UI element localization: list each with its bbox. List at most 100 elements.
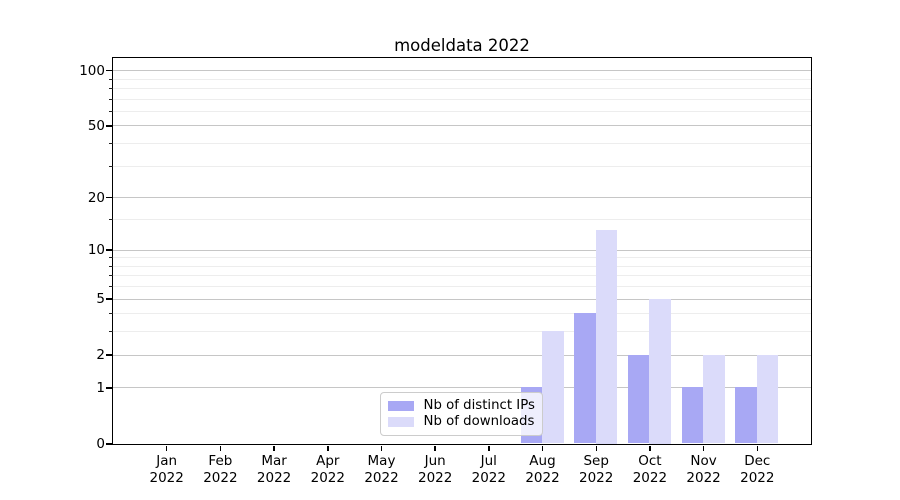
y-minor-tick-mark [109, 331, 113, 333]
x-tick-month: Dec [744, 453, 771, 469]
major-gridline [112, 354, 811, 356]
y-minor-tick-mark [109, 257, 113, 259]
x-tick-year: 2022 [256, 469, 292, 486]
x-tick-label: Dec 2022 [740, 453, 774, 486]
x-tick-label: Apr 2022 [311, 453, 345, 486]
x-tick-mark [756, 445, 759, 451]
minor-gridline [112, 143, 811, 144]
y-minor-tick-mark [109, 110, 113, 112]
x-tick-mark [327, 445, 329, 451]
x-tick-month: Mar [261, 453, 287, 469]
y-tick-label: 10 [87, 242, 105, 258]
major-gridline [112, 197, 811, 199]
minor-gridline [112, 165, 811, 167]
y-minor-tick-mark [109, 78, 113, 80]
minor-gridline [112, 265, 811, 267]
y-tick-label: 100 [79, 62, 105, 79]
y-tick-mark [106, 298, 113, 300]
major-gridline [112, 249, 811, 251]
bar-nb-of-downloads-dec [756, 354, 779, 444]
x-tick-year: 2022 [149, 469, 184, 486]
major-gridline [112, 387, 811, 389]
y-tick-label: 2 [96, 347, 105, 364]
x-tick-month: Aug [529, 453, 556, 469]
x-tick-month: Nov [690, 453, 717, 469]
major-gridline [112, 125, 811, 127]
minor-gridline [112, 87, 811, 89]
y-tick-label: 1 [96, 379, 105, 396]
x-tick-year: 2022 [471, 469, 506, 486]
bar-nb-of-distinct-ips-oct [627, 354, 650, 444]
y-minor-tick-mark [109, 275, 113, 277]
x-tick-month: May [367, 453, 396, 469]
x-tick-mark [595, 445, 597, 451]
minor-gridline [112, 219, 811, 221]
y-tick-label: 0 [96, 436, 105, 452]
x-tick-month: Jul [480, 453, 497, 469]
bar-nb-of-distinct-ips-sep [574, 313, 596, 444]
legend: Nb of distinct IPs Nb of downloads [379, 391, 543, 436]
x-tick-mark [273, 445, 275, 451]
minor-gridline [112, 286, 811, 288]
x-tick-month: Jan [156, 453, 178, 469]
y-tick-mark [106, 443, 113, 445]
x-tick-mark [380, 445, 383, 451]
x-tick-mark [165, 445, 168, 451]
x-tick-month: Sep [583, 453, 609, 469]
legend-label: Nb of downloads [423, 414, 535, 429]
x-tick-mark [702, 445, 705, 451]
y-tick-label: 20 [87, 189, 105, 206]
bar-nb-of-downloads-aug [542, 331, 564, 444]
legend-label: Nb of distinct IPs [423, 398, 535, 413]
y-tick-mark [106, 69, 113, 72]
y-minor-tick-mark [109, 87, 113, 89]
x-tick-label: Feb 2022 [203, 453, 237, 486]
x-tick-year: 2022 [740, 469, 775, 486]
minor-gridline [112, 110, 811, 112]
y-tick-label: 5 [96, 291, 105, 307]
minor-gridline [112, 313, 811, 315]
bar-nb-of-downloads-nov [703, 354, 725, 444]
y-minor-tick-mark [109, 219, 113, 221]
y-tick-mark [106, 387, 113, 389]
x-tick-year: 2022 [579, 469, 614, 486]
x-tick-year: 2022 [632, 469, 668, 486]
x-tick-label: Jul 2022 [472, 453, 506, 486]
x-tick-year: 2022 [525, 469, 560, 486]
x-tick-year: 2022 [364, 469, 399, 486]
y-minor-tick-mark [109, 98, 113, 100]
legend-entry: Nb of distinct IPs [387, 398, 535, 414]
legend-swatch [387, 416, 414, 427]
y-minor-tick-mark [109, 265, 113, 267]
x-tick-month: Feb [208, 453, 233, 469]
bar-nb-of-distinct-ips-dec [735, 387, 757, 444]
y-tick-label: 50 [87, 117, 105, 134]
x-tick-mark [488, 445, 490, 451]
x-tick-year: 2022 [203, 469, 238, 486]
major-gridline [112, 70, 811, 72]
x-tick-label: Aug 2022 [525, 453, 559, 486]
y-tick-mark [106, 249, 113, 251]
y-tick-mark [106, 354, 113, 356]
legend-entry: Nb of downloads [387, 414, 535, 430]
x-tick-year: 2022 [310, 469, 345, 486]
bar-nb-of-distinct-ips-nov [681, 387, 704, 444]
x-tick-label: Nov 2022 [686, 453, 720, 486]
y-minor-tick-mark [109, 143, 113, 144]
y-minor-tick-mark [109, 165, 113, 167]
minor-gridline [112, 331, 811, 333]
x-tick-label: Mar 2022 [257, 453, 291, 486]
bar-nb-of-downloads-sep [595, 230, 618, 444]
x-tick-month: Oct [638, 453, 662, 469]
x-tick-mark [434, 445, 436, 451]
x-tick-month: Apr [316, 453, 340, 469]
y-minor-tick-mark [109, 313, 113, 315]
x-tick-mark [541, 445, 544, 451]
y-minor-tick-mark [109, 286, 113, 288]
plot-area: Nb of distinct IPs Nb of downloads [111, 56, 812, 445]
bar-nb-of-downloads-oct [649, 298, 671, 444]
minor-gridline [112, 98, 811, 100]
x-tick-mark [219, 445, 222, 451]
x-tick-label: Sep 2022 [579, 453, 613, 486]
